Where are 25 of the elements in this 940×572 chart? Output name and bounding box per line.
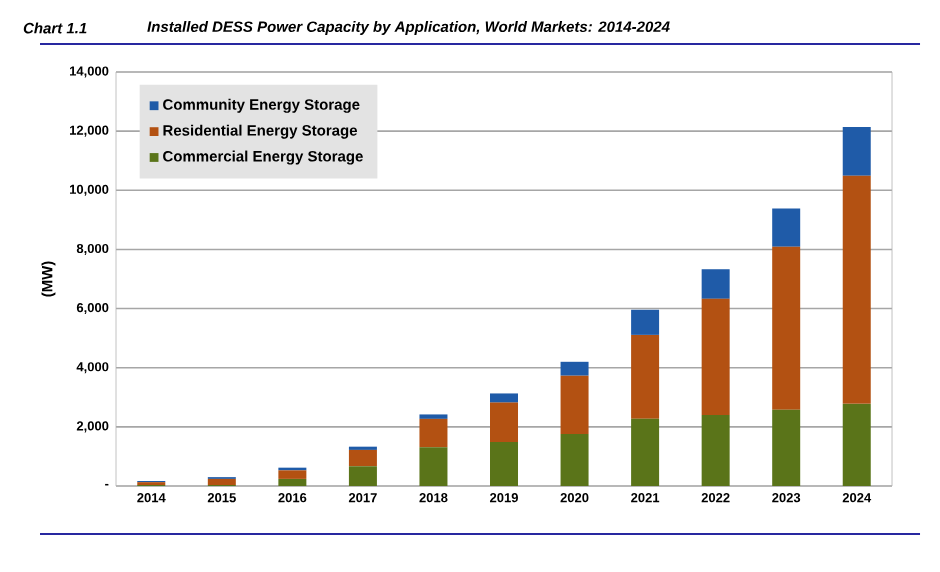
bar [278,478,307,486]
bar [278,470,307,479]
bar [560,433,589,486]
bar [419,418,448,448]
bar [842,127,871,176]
bar [772,409,801,486]
bar [631,418,660,486]
bar [701,415,730,486]
bar [772,208,801,247]
bar [631,309,660,335]
bar [701,269,730,299]
bar [419,447,448,486]
bar [560,361,589,376]
bar [207,478,236,486]
bar [772,246,801,410]
bar [560,375,589,434]
bar [631,334,660,419]
bar [701,298,730,416]
bar [490,441,519,486]
bar [348,466,377,486]
bar [842,403,871,486]
bar [348,449,377,467]
bar [490,393,519,403]
bar [842,175,871,404]
bar [490,402,519,442]
